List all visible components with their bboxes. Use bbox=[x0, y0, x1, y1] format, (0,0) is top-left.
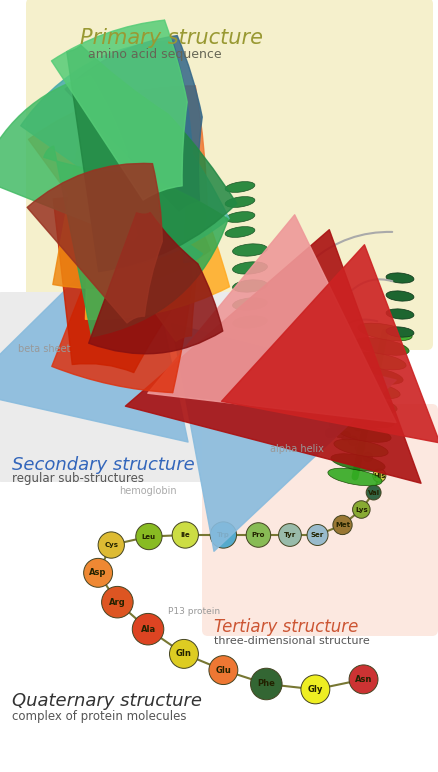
Ellipse shape bbox=[233, 262, 268, 274]
Circle shape bbox=[246, 523, 271, 547]
Ellipse shape bbox=[225, 212, 255, 222]
Ellipse shape bbox=[225, 227, 255, 237]
Text: complex of protein molecules: complex of protein molecules bbox=[12, 710, 187, 723]
Ellipse shape bbox=[340, 410, 394, 428]
Ellipse shape bbox=[225, 181, 255, 192]
Ellipse shape bbox=[355, 337, 409, 355]
FancyBboxPatch shape bbox=[0, 292, 316, 482]
Text: Asn: Asn bbox=[355, 675, 372, 684]
Ellipse shape bbox=[233, 244, 268, 256]
Ellipse shape bbox=[386, 291, 414, 301]
Text: Tertiary structure: Tertiary structure bbox=[214, 618, 358, 636]
Circle shape bbox=[172, 522, 198, 548]
Circle shape bbox=[84, 558, 113, 587]
Text: regular sub-structures: regular sub-structures bbox=[12, 472, 144, 485]
Circle shape bbox=[279, 523, 301, 547]
Circle shape bbox=[102, 587, 133, 618]
Circle shape bbox=[307, 524, 328, 546]
Text: Glu: Glu bbox=[215, 665, 231, 675]
Circle shape bbox=[251, 669, 282, 699]
Ellipse shape bbox=[337, 425, 391, 442]
Circle shape bbox=[335, 428, 345, 438]
Text: Pro: Pro bbox=[252, 532, 265, 538]
Text: Met: Met bbox=[335, 522, 350, 528]
Text: Arg: Arg bbox=[109, 598, 126, 607]
Circle shape bbox=[349, 665, 378, 694]
Circle shape bbox=[335, 418, 345, 427]
Text: Gly: Gly bbox=[307, 685, 323, 694]
Text: Ser: Ser bbox=[311, 532, 324, 538]
Circle shape bbox=[301, 675, 330, 704]
Text: P13 protein: P13 protein bbox=[168, 607, 220, 616]
FancyBboxPatch shape bbox=[202, 404, 438, 636]
Text: hemoglobin: hemoglobin bbox=[119, 486, 177, 496]
Text: Trp: Trp bbox=[217, 532, 230, 538]
Circle shape bbox=[355, 443, 365, 452]
Circle shape bbox=[348, 436, 358, 445]
Text: His: His bbox=[373, 472, 385, 479]
Text: Lys: Lys bbox=[355, 506, 368, 513]
Ellipse shape bbox=[328, 468, 382, 486]
Text: Ile: Ile bbox=[180, 532, 190, 538]
Ellipse shape bbox=[352, 352, 406, 370]
Circle shape bbox=[98, 532, 124, 558]
Text: alpha helix: alpha helix bbox=[270, 444, 324, 454]
FancyBboxPatch shape bbox=[26, 0, 433, 350]
Text: Val: Val bbox=[367, 489, 380, 496]
Ellipse shape bbox=[358, 323, 412, 340]
Ellipse shape bbox=[386, 327, 414, 337]
Text: beta sheet: beta sheet bbox=[18, 344, 71, 354]
Text: Phe: Phe bbox=[258, 679, 275, 689]
Text: Ala: Ala bbox=[141, 625, 155, 634]
Ellipse shape bbox=[233, 316, 268, 328]
Circle shape bbox=[325, 428, 335, 438]
Circle shape bbox=[210, 522, 237, 548]
Ellipse shape bbox=[386, 309, 414, 319]
Circle shape bbox=[341, 417, 351, 426]
Ellipse shape bbox=[233, 279, 268, 292]
Ellipse shape bbox=[331, 454, 385, 471]
Circle shape bbox=[366, 485, 381, 500]
Ellipse shape bbox=[343, 396, 397, 413]
Circle shape bbox=[132, 614, 164, 645]
Text: Asp: Asp bbox=[89, 568, 107, 577]
Circle shape bbox=[170, 639, 198, 669]
Circle shape bbox=[136, 523, 162, 550]
Text: Secondary structure: Secondary structure bbox=[12, 456, 195, 474]
Circle shape bbox=[347, 418, 357, 428]
Circle shape bbox=[353, 422, 363, 431]
Circle shape bbox=[333, 516, 352, 534]
Ellipse shape bbox=[233, 298, 268, 310]
Circle shape bbox=[329, 419, 339, 428]
Circle shape bbox=[353, 501, 370, 518]
Ellipse shape bbox=[346, 381, 400, 399]
Ellipse shape bbox=[386, 273, 414, 283]
Text: amino acid sequence: amino acid sequence bbox=[88, 48, 222, 61]
Text: three-dimensional structure: three-dimensional structure bbox=[214, 636, 370, 646]
Circle shape bbox=[373, 469, 386, 482]
Ellipse shape bbox=[334, 439, 388, 457]
Text: Tyr: Tyr bbox=[284, 532, 296, 538]
Circle shape bbox=[329, 428, 339, 437]
Text: Gln: Gln bbox=[176, 649, 192, 659]
Text: Leu: Leu bbox=[142, 533, 156, 540]
Text: Cys: Cys bbox=[104, 542, 118, 548]
Text: Primary structure: Primary structure bbox=[80, 28, 263, 48]
Circle shape bbox=[209, 655, 238, 685]
Text: Quaternary structure: Quaternary structure bbox=[12, 692, 202, 710]
Ellipse shape bbox=[225, 197, 255, 208]
Ellipse shape bbox=[349, 367, 403, 384]
Circle shape bbox=[363, 452, 373, 462]
Circle shape bbox=[341, 432, 351, 441]
